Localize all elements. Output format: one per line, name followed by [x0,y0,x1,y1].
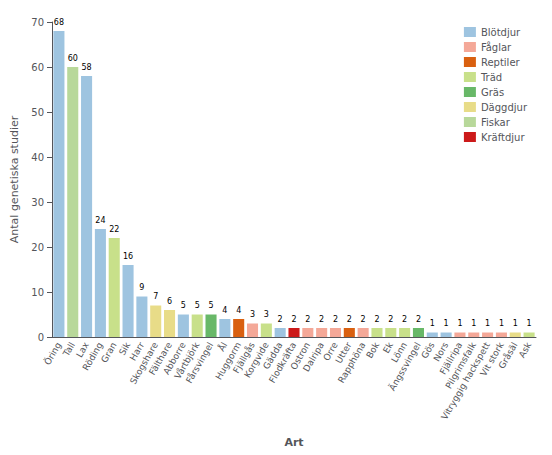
svg-text:1: 1 [430,319,435,328]
svg-text:Vitryggig hackspett: Vitryggig hackspett [439,340,492,421]
svg-text:2: 2 [402,315,407,324]
svg-text:70: 70 [31,17,44,28]
svg-text:Gräs: Gräs [481,87,504,98]
svg-text:Flodkräfta: Flodkräfta [267,340,299,385]
svg-text:4: 4 [236,306,241,315]
svg-text:5: 5 [181,301,186,310]
svg-text:20: 20 [31,242,44,253]
svg-text:Fårsvingel: Fårsvingel [184,340,215,384]
svg-text:1: 1 [499,319,504,328]
svg-text:24: 24 [95,216,105,225]
svg-text:3: 3 [264,310,269,319]
svg-text:Gädda: Gädda [261,340,285,371]
svg-text:1: 1 [527,319,532,328]
svg-text:Vårtbjörk: Vårtbjörk [172,340,202,381]
svg-text:Utter: Utter [333,340,354,366]
svg-text:Fjällripa: Fjällripa [437,340,465,377]
svg-text:Nors: Nors [431,340,451,364]
svg-text:Ängssvingel: Ängssvingel [387,340,423,392]
svg-text:1: 1 [444,319,449,328]
svg-text:Röding: Röding [80,340,105,373]
svg-text:Ostron: Ostron [288,340,313,372]
svg-text:Ek: Ek [381,340,396,355]
svg-text:9: 9 [139,283,144,292]
svg-text:Träd: Träd [480,72,502,83]
svg-text:Tall: Tall [61,340,77,358]
svg-text:Korgvide: Korgvide [242,340,271,380]
svg-text:50: 50 [31,107,44,118]
svg-text:Ål: Ål [215,340,229,353]
svg-text:2: 2 [333,315,338,324]
svg-text:Bok: Bok [364,340,381,360]
svg-text:60: 60 [68,54,78,63]
svg-text:Fjällgås: Fjällgås [231,340,257,375]
svg-text:Reptiler: Reptiler [481,57,521,68]
svg-text:2: 2 [347,315,352,324]
svg-text:1: 1 [457,319,462,328]
svg-text:Lönn: Lönn [389,340,409,365]
svg-text:Gös: Gös [419,340,437,361]
svg-text:1: 1 [471,319,476,328]
svg-text:5: 5 [195,301,200,310]
svg-text:2: 2 [305,315,310,324]
svg-text:Huggorm: Huggorm [213,340,243,382]
svg-text:2: 2 [361,315,366,324]
svg-text:10: 10 [31,287,44,298]
svg-text:40: 40 [31,152,44,163]
svg-text:Kräftdjur: Kräftdjur [481,132,526,143]
svg-text:22: 22 [109,225,119,234]
svg-text:16: 16 [123,252,133,261]
svg-text:2: 2 [388,315,393,324]
svg-text:1: 1 [513,319,518,328]
svg-text:60: 60 [31,62,44,73]
svg-text:Öring: Öring [42,340,63,366]
svg-text:2: 2 [374,315,379,324]
svg-text:2: 2 [416,315,421,324]
svg-text:Fälthare: Fälthare [147,340,174,377]
svg-text:5: 5 [208,301,213,310]
svg-text:0: 0 [38,332,44,343]
svg-text:Däggdjur: Däggdjur [481,102,528,113]
svg-text:Pilgrimsfalk: Pilgrimsfalk [443,340,479,391]
svg-text:Skogshare: Skogshare [128,340,160,386]
svg-text:Vit stork: Vit stork [478,340,506,378]
svg-text:68: 68 [54,18,64,27]
svg-text:Fiskar: Fiskar [481,117,511,128]
svg-text:Ask: Ask [517,340,534,360]
svg-text:Lax: Lax [74,340,91,360]
svg-text:Dalripa: Dalripa [301,340,326,374]
svg-text:Gråsäl: Gråsäl [496,340,519,370]
svg-text:6: 6 [167,297,172,306]
svg-text:Sik: Sik [117,340,133,358]
svg-text:Abborre: Abborre [161,340,188,377]
svg-text:Orre: Orre [321,340,340,363]
svg-text:7: 7 [153,292,158,301]
svg-text:Blötdjur: Blötdjur [481,27,521,38]
svg-text:2: 2 [319,315,324,324]
svg-text:Rapphöna: Rapphöna [336,340,367,384]
svg-text:Fåglar: Fåglar [481,41,512,53]
svg-text:58: 58 [81,63,91,72]
svg-text:4: 4 [222,306,227,315]
svg-text:Gran: Gran [99,340,119,364]
svg-text:2: 2 [291,315,296,324]
svg-text:Art: Art [284,436,303,449]
svg-text:3: 3 [250,310,255,319]
svg-text:2: 2 [278,315,283,324]
svg-text:30: 30 [31,197,44,208]
svg-text:1: 1 [485,319,490,328]
svg-text:Harr: Harr [127,340,147,363]
svg-text:Antal genetiska studier: Antal genetiska studier [8,115,21,243]
